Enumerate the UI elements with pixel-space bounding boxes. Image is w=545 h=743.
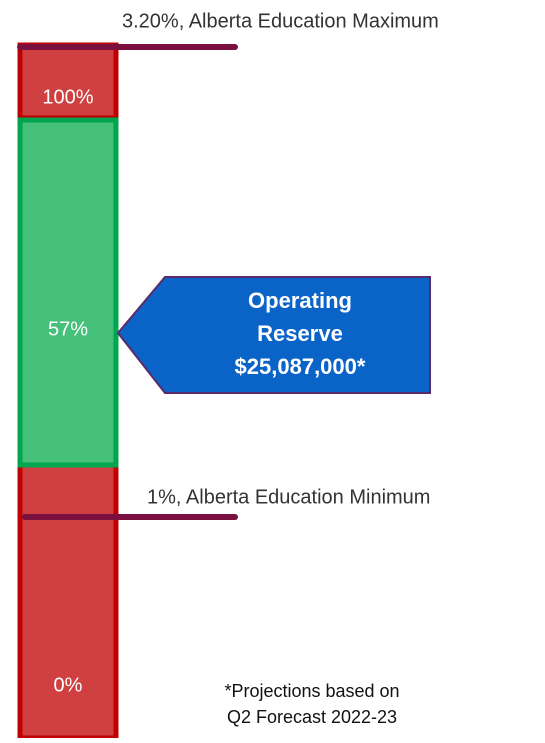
- callout-arrow: [116, 276, 431, 394]
- callout-text: Reserve: [257, 321, 343, 346]
- callout-text: $25,087,000*: [235, 354, 366, 379]
- reserve-segment: [17, 117, 119, 468]
- callout-text: Operating: [248, 288, 352, 313]
- footnote: *Projections based on: [224, 681, 399, 701]
- bar-label: 100%: [42, 86, 93, 108]
- footnote: Q2 Forecast 2022-23: [227, 707, 397, 727]
- bar-label: 57%: [48, 318, 88, 340]
- maximum-label: 3.20%, Alberta Education Maximum: [122, 10, 439, 32]
- bar-label: 0%: [54, 674, 83, 696]
- minimum-label: 1%, Alberta Education Minimum: [147, 486, 430, 508]
